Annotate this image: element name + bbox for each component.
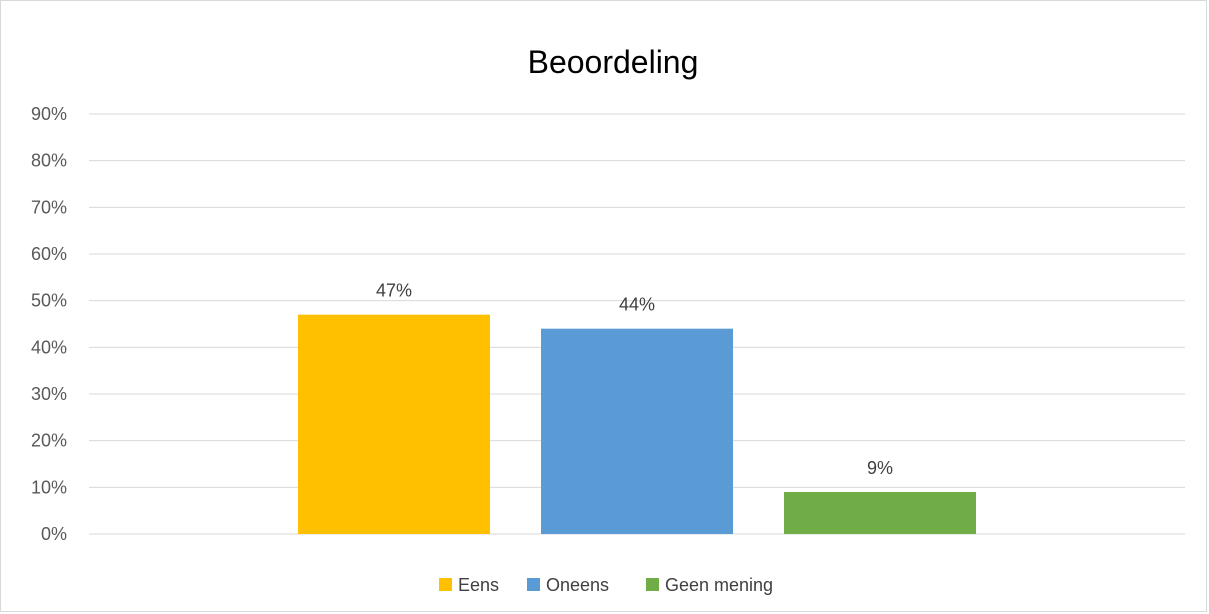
y-tick-label: 90% xyxy=(31,104,67,124)
legend: Eens Oneens Geen mening xyxy=(439,575,773,595)
y-tick-label: 50% xyxy=(31,291,67,311)
y-tick-label: 30% xyxy=(31,384,67,404)
y-axis-ticks: 0% 10% 20% 30% 40% 50% 60% 70% 80% 90% xyxy=(31,104,67,544)
y-tick-label: 0% xyxy=(41,524,67,544)
bar-oneens xyxy=(541,328,733,534)
legend-swatch xyxy=(527,578,540,591)
data-labels: 47% 44% 9% xyxy=(376,281,893,478)
data-label: 47% xyxy=(376,281,412,301)
y-tick-label: 40% xyxy=(31,337,67,357)
y-tick-label: 70% xyxy=(31,197,67,217)
data-label: 9% xyxy=(867,458,893,478)
y-tick-label: 60% xyxy=(31,244,67,264)
data-label: 44% xyxy=(619,295,655,315)
y-tick-label: 80% xyxy=(31,151,67,171)
legend-label: Eens xyxy=(458,575,499,595)
legend-label: Oneens xyxy=(546,575,609,595)
y-tick-label: 20% xyxy=(31,431,67,451)
legend-swatch xyxy=(439,578,452,591)
bars xyxy=(298,314,976,534)
legend-swatch xyxy=(646,578,659,591)
y-tick-label: 10% xyxy=(31,477,67,497)
bar-geen-mening xyxy=(784,492,976,534)
bar-eens xyxy=(298,314,490,534)
legend-label: Geen mening xyxy=(665,575,773,595)
chart-title: Beoordeling xyxy=(528,44,699,80)
